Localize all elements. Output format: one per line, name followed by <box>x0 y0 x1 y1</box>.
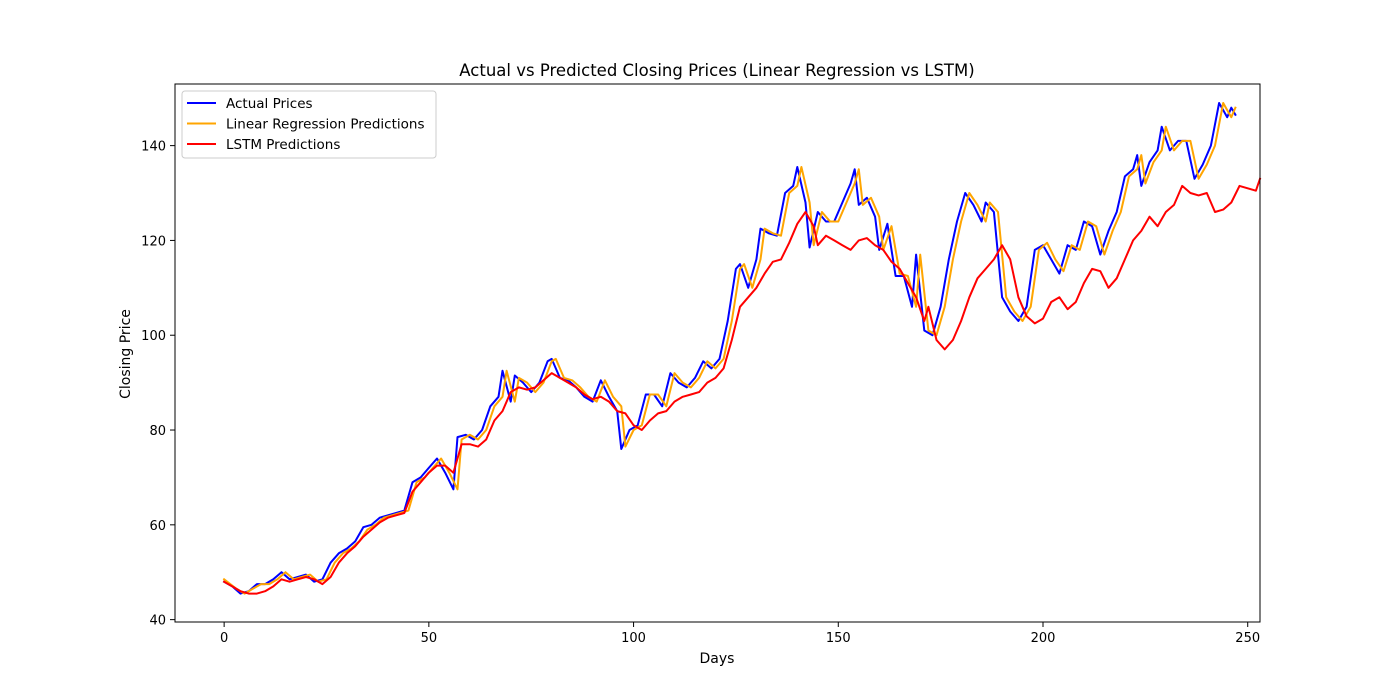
x-axis-ticks: 0 50 100 150 200 250 <box>220 622 1260 646</box>
y-tick-label: 100 <box>141 329 166 344</box>
legend-label-linear-regression-predictions: Linear Regression Predictions <box>226 117 424 133</box>
y-tick-label: 60 <box>149 519 166 534</box>
legend-label-actual-prices: Actual Prices <box>226 96 313 112</box>
x-axis-label: Days <box>700 651 735 667</box>
series-line-linear-regression-predictions <box>222 102 1237 595</box>
y-tick-label: 40 <box>149 614 166 629</box>
series-line-actual-prices <box>222 102 1237 595</box>
plot-lines <box>222 102 1262 595</box>
series-line-lstm-predictions <box>222 177 1262 595</box>
x-tick-label: 50 <box>421 631 438 646</box>
legend: Actual Prices Linear Regression Predictio… <box>181 90 437 159</box>
x-tick-label: 200 <box>1031 631 1056 646</box>
legend-box <box>181 90 437 159</box>
plot-area-frame <box>174 83 1261 623</box>
y-tick-label: 80 <box>149 424 166 439</box>
y-axis-ticks: 40 60 80 100 120 140 <box>141 140 175 629</box>
x-tick-label: 0 <box>220 631 228 646</box>
y-tick-label: 120 <box>141 234 166 249</box>
y-tick-label: 140 <box>141 140 166 155</box>
chart-title: Actual vs Predicted Closing Prices (Line… <box>459 61 974 80</box>
legend-label-lstm-predictions: LSTM Predictions <box>226 137 340 153</box>
y-axis-label: Closing Price <box>118 309 134 399</box>
x-tick-label: 100 <box>621 631 646 646</box>
x-tick-label: 250 <box>1235 631 1260 646</box>
x-tick-label: 150 <box>826 631 851 646</box>
